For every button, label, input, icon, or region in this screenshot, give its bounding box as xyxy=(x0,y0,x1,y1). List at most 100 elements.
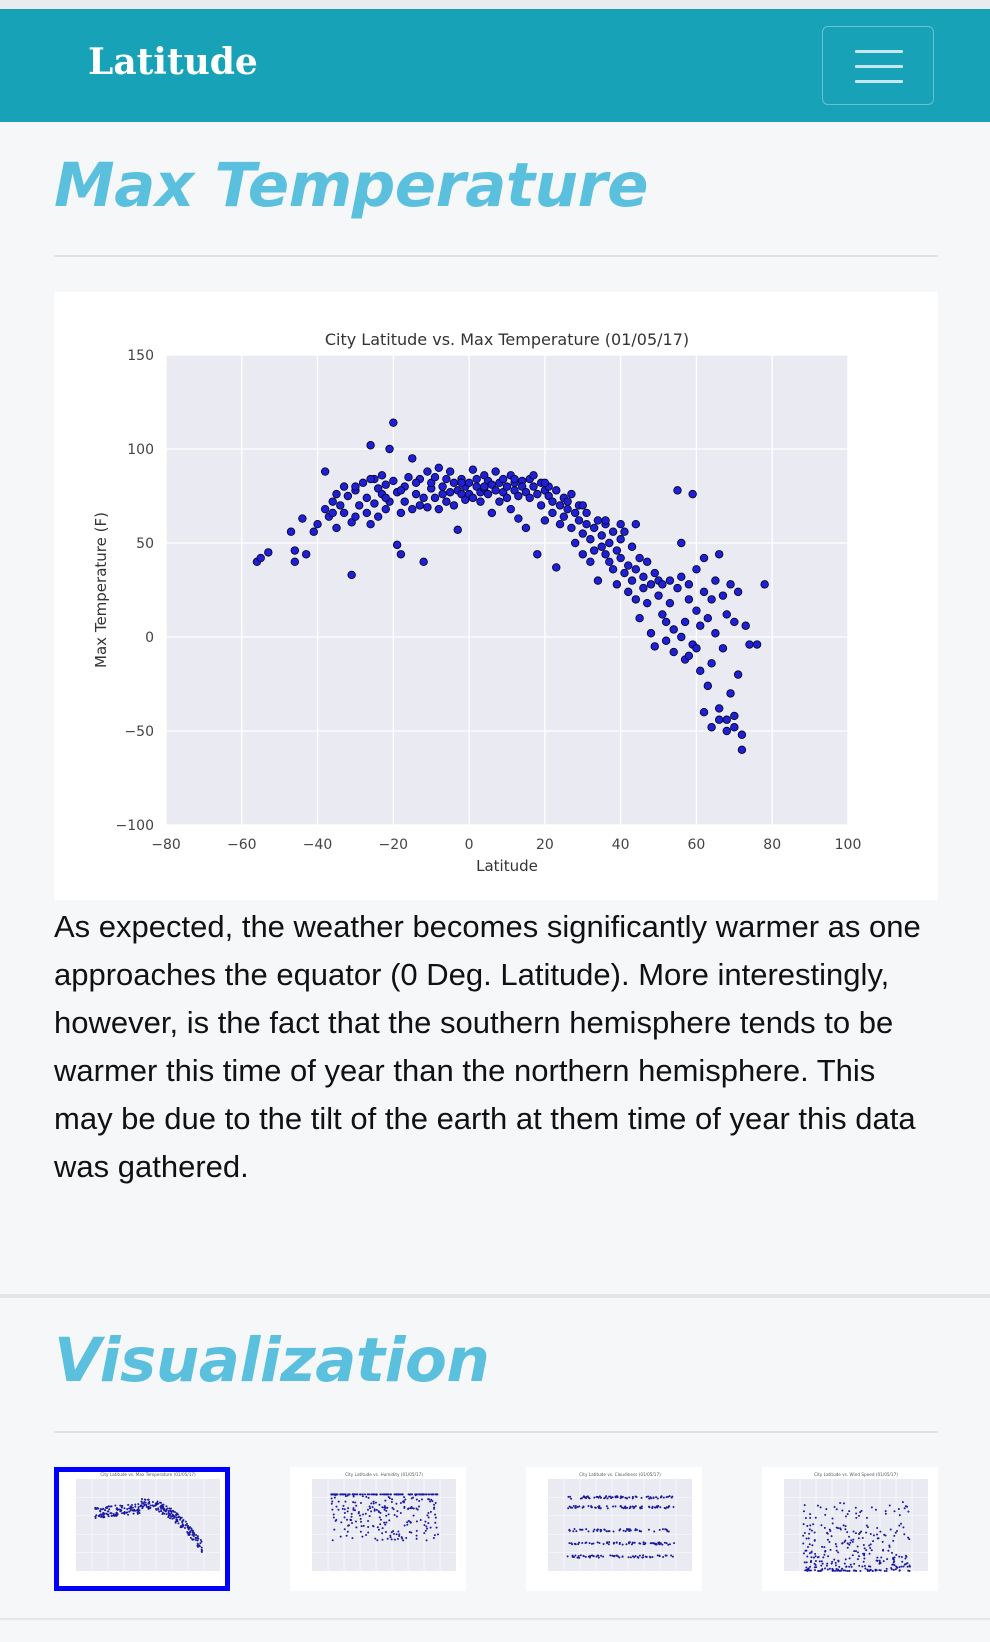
thumbnail-point xyxy=(123,1512,126,1515)
data-point xyxy=(684,580,694,589)
thumbnail-point xyxy=(367,1496,370,1499)
x-axis-label: Latitude xyxy=(476,857,538,875)
thumbnail-point xyxy=(885,1567,888,1570)
thumbnail-point xyxy=(383,1508,386,1511)
thumbnail-point xyxy=(638,1554,641,1557)
thumbnail-point xyxy=(94,1515,97,1518)
thumbnail-point xyxy=(369,1507,372,1510)
hamburger-menu-button[interactable] xyxy=(822,26,934,105)
data-point xyxy=(555,519,565,529)
thumbnail-chart: City Latitude vs. Cloudiness (01/05/17) xyxy=(548,1472,692,1571)
data-point xyxy=(499,474,508,484)
thumbnail-point xyxy=(631,1497,634,1500)
data-point xyxy=(529,482,538,491)
thumbnail-point xyxy=(822,1556,825,1559)
thumbnail-wind-speed[interactable]: City Latitude vs. Wind Speed (01/05/17) xyxy=(762,1467,938,1591)
thumbnail-point xyxy=(858,1564,861,1567)
thumbnail-point xyxy=(179,1517,182,1520)
data-point xyxy=(601,516,610,525)
thumbnail-point xyxy=(434,1513,437,1516)
thumbnail-point xyxy=(893,1560,896,1563)
thumbnail-point xyxy=(651,1505,654,1508)
thumbnail-point xyxy=(819,1569,822,1572)
thumbnail-point xyxy=(844,1528,847,1531)
thumbnail-point xyxy=(827,1555,830,1558)
thumbnail-point xyxy=(848,1565,851,1568)
thumbnail-point xyxy=(339,1535,342,1538)
data-point xyxy=(290,557,300,566)
data-point xyxy=(658,610,667,619)
data-point xyxy=(733,670,743,679)
thumbnail-cloudiness[interactable]: City Latitude vs. Cloudiness (01/05/17) xyxy=(526,1467,702,1591)
thumbnail-point xyxy=(875,1569,878,1572)
thumbnail-point xyxy=(590,1554,593,1557)
thumbnail-point xyxy=(639,1542,642,1545)
thumbnail-point xyxy=(418,1505,421,1508)
thumbnail-point xyxy=(385,1521,388,1524)
thumbnail-point xyxy=(844,1515,847,1518)
thumbnail-point xyxy=(843,1562,846,1565)
thumbnail-point xyxy=(904,1563,907,1566)
thumbnail-max-temperature[interactable]: City Latitude vs. Max Temperature (01/05… xyxy=(54,1467,230,1591)
thumbnail-point xyxy=(175,1516,178,1519)
data-point xyxy=(468,493,478,503)
thumbnail-point xyxy=(860,1509,863,1512)
thumbnail-point xyxy=(199,1539,202,1542)
data-point xyxy=(624,587,633,597)
thumbnail-point xyxy=(351,1522,354,1525)
thumbnail-point xyxy=(179,1526,182,1529)
thumbnail-point xyxy=(359,1520,362,1523)
thumbnail-point xyxy=(837,1527,840,1530)
thumbnail-point xyxy=(354,1520,357,1523)
thumbnail-point xyxy=(359,1502,362,1505)
thumbnail-point xyxy=(137,1506,140,1509)
data-point xyxy=(423,467,432,476)
thumbnail-point xyxy=(107,1515,110,1518)
thumbnail-point xyxy=(663,1507,666,1510)
thumbnail-point xyxy=(381,1532,384,1535)
thumbnail-point xyxy=(802,1534,805,1537)
thumbnail-point xyxy=(127,1503,130,1506)
thumbnail-point xyxy=(634,1555,637,1558)
data-point xyxy=(510,474,519,484)
data-point xyxy=(650,642,659,651)
thumbnail-point xyxy=(834,1561,837,1564)
data-points xyxy=(252,418,769,754)
thumbnail-point xyxy=(642,1541,645,1544)
data-point xyxy=(472,474,481,484)
thumbnail-point xyxy=(433,1534,436,1537)
thumbnail-point xyxy=(806,1546,809,1549)
thumbnail-point xyxy=(622,1507,625,1510)
thumbnail-point xyxy=(665,1528,668,1531)
data-point xyxy=(635,614,644,623)
thumbnail-point xyxy=(140,1500,143,1503)
thumbnail-point xyxy=(608,1541,611,1544)
thumbnail-point xyxy=(172,1510,175,1513)
data-point xyxy=(639,583,648,593)
thumbnail-point xyxy=(175,1513,178,1516)
thumbnail-point xyxy=(335,1505,338,1508)
thumbnail-point xyxy=(871,1569,874,1572)
data-point xyxy=(726,689,735,698)
thumbnail-point xyxy=(574,1554,577,1557)
thumbnail-humidity[interactable]: City Latitude vs. Humidity (01/05/17) xyxy=(290,1467,466,1591)
chart-description: As expected, the weather becomes signifi… xyxy=(54,909,921,1184)
thumbnail-point xyxy=(828,1567,831,1570)
data-point xyxy=(548,508,557,518)
data-point xyxy=(620,527,629,536)
navbar-brand[interactable]: Latitude xyxy=(88,41,258,83)
thumbnail-point xyxy=(427,1498,430,1501)
thumbnail-point xyxy=(200,1551,203,1554)
thumbnail-point xyxy=(357,1512,360,1515)
thumbnail-point xyxy=(890,1551,893,1554)
thumbnail-point xyxy=(425,1539,428,1542)
thumbnail-point xyxy=(578,1541,581,1544)
data-point xyxy=(722,610,731,619)
thumbnail-point xyxy=(631,1541,634,1544)
thumbnail-point xyxy=(427,1516,430,1519)
thumbnail-point xyxy=(621,1495,624,1498)
thumbnail-point xyxy=(849,1563,852,1566)
thumbnail-point xyxy=(839,1527,842,1530)
data-point xyxy=(396,508,406,518)
thumbnail-point xyxy=(831,1522,834,1525)
